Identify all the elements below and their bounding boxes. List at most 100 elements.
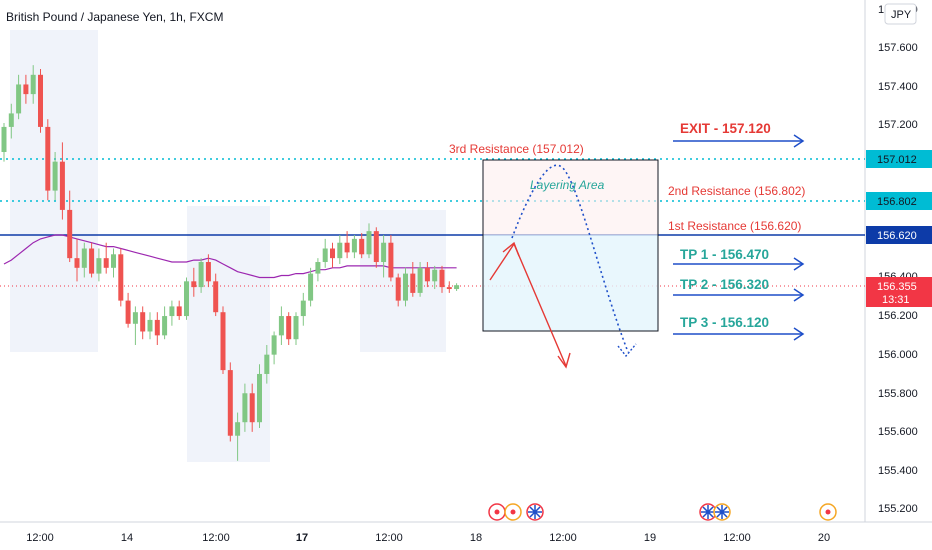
candle-body[interactable] bbox=[257, 373, 262, 423]
candle-body[interactable] bbox=[103, 258, 109, 268]
arrow-right-icon bbox=[793, 134, 805, 148]
time-label: 19 bbox=[644, 532, 656, 544]
tp3-label: TP 3 - 156.120 bbox=[680, 315, 769, 330]
price-tick: 155.400 bbox=[878, 465, 918, 477]
candle-body[interactable] bbox=[330, 248, 335, 259]
currency-badge[interactable] bbox=[884, 3, 917, 25]
candle-body[interactable] bbox=[293, 316, 299, 340]
level-tag-resistance-3 bbox=[866, 150, 932, 168]
candle-body[interactable] bbox=[59, 161, 65, 210]
price-tick: 156.200 bbox=[878, 310, 918, 322]
candle-body[interactable] bbox=[89, 248, 95, 274]
layering-area-box[interactable] bbox=[482, 159, 659, 332]
level-tag-text: 156.620 bbox=[877, 230, 917, 242]
candle-body[interactable] bbox=[81, 248, 87, 268]
candle-body[interactable] bbox=[388, 242, 394, 278]
candle-body[interactable] bbox=[8, 113, 14, 127]
candle-body[interactable] bbox=[264, 354, 270, 374]
time-label: 12:00 bbox=[26, 532, 54, 544]
candle-body[interactable] bbox=[52, 161, 58, 191]
candle-body[interactable] bbox=[286, 316, 292, 340]
tp2-label: TP 2 - 156.320 bbox=[680, 277, 769, 292]
price-tick: 155.600 bbox=[878, 426, 918, 438]
price-axis[interactable]: 157.800 157.600 157.400 157.200 156.400 … bbox=[878, 4, 918, 515]
time-label: 12:00 bbox=[375, 532, 403, 544]
candle-body[interactable] bbox=[38, 74, 43, 127]
arrow-head-down-icon bbox=[557, 352, 571, 369]
candle-body[interactable] bbox=[176, 306, 182, 317]
candle-body[interactable] bbox=[140, 312, 146, 332]
candle-body[interactable] bbox=[23, 84, 29, 95]
candle-body[interactable] bbox=[235, 422, 241, 436]
candle-body[interactable] bbox=[169, 306, 175, 317]
candle-body[interactable] bbox=[322, 248, 328, 263]
candle-body[interactable] bbox=[417, 267, 423, 293]
candle-body[interactable] bbox=[74, 258, 80, 268]
economic-events[interactable] bbox=[488, 503, 837, 521]
symbol-title[interactable]: British Pound / Japanese Yen, 1h, FXCM bbox=[6, 10, 223, 24]
candle-body[interactable] bbox=[242, 393, 248, 423]
candle-body[interactable] bbox=[454, 285, 460, 290]
candle-body[interactable] bbox=[446, 287, 452, 290]
candle-body[interactable] bbox=[198, 262, 204, 288]
candle-body[interactable] bbox=[432, 269, 438, 282]
arrow-head-up-icon bbox=[502, 241, 520, 257]
candle-body[interactable] bbox=[147, 319, 153, 332]
arrow-right-icon bbox=[793, 327, 805, 341]
candle-body[interactable] bbox=[403, 273, 408, 301]
price-tick: 157.600 bbox=[878, 42, 918, 54]
candle-body[interactable] bbox=[439, 269, 445, 288]
candle-body[interactable] bbox=[213, 281, 219, 313]
candle-body[interactable] bbox=[1, 126, 7, 153]
candle-body[interactable] bbox=[67, 209, 73, 259]
candle-body[interactable] bbox=[359, 238, 365, 255]
candle-body[interactable] bbox=[125, 300, 131, 324]
price-tick: 155.800 bbox=[878, 388, 918, 400]
candle-body[interactable] bbox=[373, 231, 379, 263]
candle-body[interactable] bbox=[118, 254, 124, 301]
candle-body[interactable] bbox=[249, 393, 255, 423]
candle-body[interactable] bbox=[424, 267, 430, 282]
candle-body[interactable] bbox=[162, 316, 168, 336]
candle-body[interactable] bbox=[220, 312, 226, 371]
time-label: 14 bbox=[121, 532, 133, 544]
candle-body[interactable] bbox=[184, 281, 189, 317]
exit-label: EXIT - 157.120 bbox=[680, 121, 771, 136]
candle-body[interactable] bbox=[278, 316, 284, 336]
candle-body[interactable] bbox=[45, 126, 51, 191]
candle-body[interactable] bbox=[191, 281, 197, 288]
candle-body[interactable] bbox=[30, 74, 36, 95]
candle-body[interactable] bbox=[16, 84, 22, 114]
price-tick: 155.200 bbox=[878, 503, 918, 515]
currency-badge-label: JPY bbox=[891, 9, 912, 21]
candle-body[interactable] bbox=[366, 231, 372, 255]
candle-body[interactable] bbox=[154, 319, 160, 336]
arrow-right-icon bbox=[793, 257, 805, 271]
candle-body[interactable] bbox=[132, 312, 138, 324]
candle-body[interactable] bbox=[308, 273, 314, 301]
time-label: 12:00 bbox=[549, 532, 577, 544]
level-tag-resistance-1 bbox=[866, 226, 932, 244]
candle-body[interactable] bbox=[410, 273, 416, 293]
candle-body[interactable] bbox=[395, 277, 401, 301]
candle-body[interactable] bbox=[205, 262, 211, 282]
flag-cross-icon bbox=[701, 505, 715, 519]
candle-body[interactable] bbox=[300, 300, 306, 317]
event-dot-icon bbox=[510, 509, 516, 515]
candle-body[interactable] bbox=[381, 242, 387, 263]
candle-body[interactable] bbox=[96, 258, 102, 274]
candle-body[interactable] bbox=[227, 370, 233, 436]
candle-body[interactable] bbox=[315, 262, 321, 274]
candle-body[interactable] bbox=[271, 335, 277, 355]
candle-body[interactable] bbox=[344, 242, 350, 253]
layering-box-top bbox=[483, 160, 658, 235]
candle-body[interactable] bbox=[111, 254, 116, 268]
price-tick: 157.200 bbox=[878, 119, 918, 131]
time-label: 20 bbox=[818, 532, 830, 544]
time-axis[interactable]: 12:00 14 12:00 17 12:00 18 12:00 19 12:0… bbox=[26, 532, 830, 544]
scenario-arrows bbox=[489, 164, 637, 369]
candle-body[interactable] bbox=[337, 242, 343, 259]
candle-body[interactable] bbox=[351, 238, 357, 253]
